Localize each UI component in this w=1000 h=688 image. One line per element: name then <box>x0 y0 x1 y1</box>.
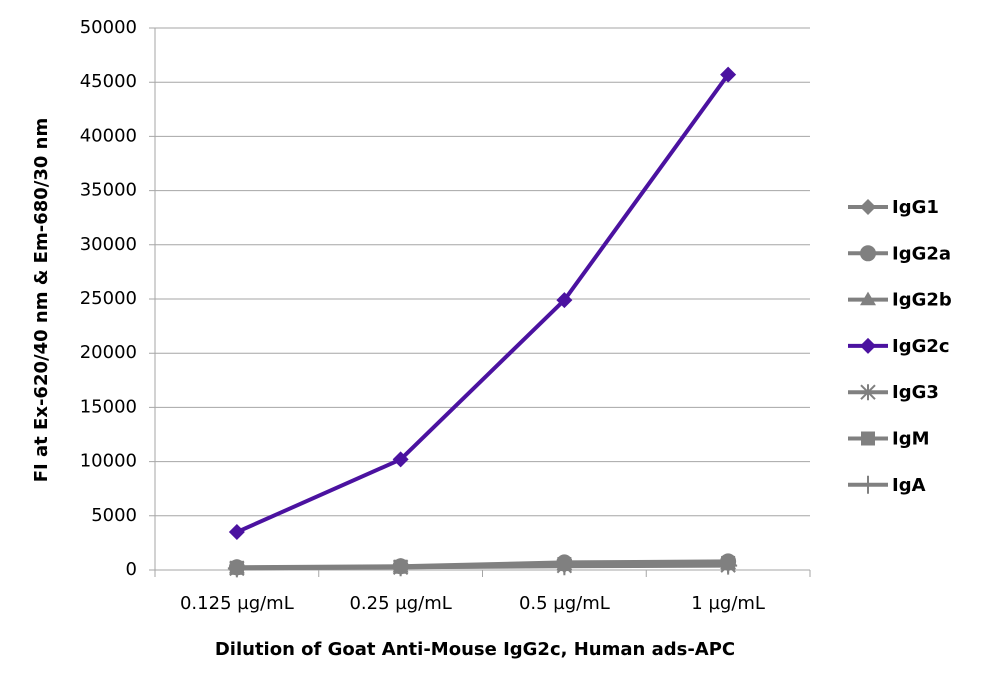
x-axis-label: Dilution of Goat Anti-Mouse IgG2c, Human… <box>215 639 735 660</box>
legend-label: IgA <box>892 475 926 496</box>
legend-label: IgM <box>892 429 930 450</box>
y-tick-label: 25000 <box>80 288 137 309</box>
marker <box>860 337 876 354</box>
marker <box>720 66 737 83</box>
legend-label: IgG2a <box>892 243 951 264</box>
legend-label: IgG2b <box>892 290 952 311</box>
y-tick-label: 15000 <box>80 396 137 417</box>
marker <box>391 558 410 577</box>
x-tick-label: 0.25 µg/mL <box>349 593 451 614</box>
marker <box>719 556 738 575</box>
marker <box>860 291 876 306</box>
marker <box>392 451 409 468</box>
y-tick-label: 0 <box>126 559 137 580</box>
series-line <box>236 563 729 571</box>
marker <box>860 199 876 215</box>
legend-label: IgG3 <box>892 382 939 403</box>
x-tick-label: 0.125 µg/mL <box>180 593 294 614</box>
legend-label: IgG1 <box>892 197 939 218</box>
marker <box>228 524 245 541</box>
marker <box>555 557 574 576</box>
y-axis-label: FI at Ex-620/40 nm & Em-680/30 nm <box>31 118 52 482</box>
y-tick-label: 50000 <box>80 17 137 38</box>
marker <box>859 475 877 494</box>
series-line <box>236 73 730 534</box>
x-tick-label: 1 µg/mL <box>691 593 765 614</box>
y-tick-label: 35000 <box>80 180 137 201</box>
marker <box>556 292 573 309</box>
marker <box>227 559 246 578</box>
y-tick-label: 10000 <box>80 451 137 472</box>
y-tick-label: 20000 <box>80 342 137 363</box>
x-tick-label: 0.5 µg/mL <box>519 593 610 614</box>
marker <box>861 431 875 446</box>
marker <box>860 245 876 262</box>
y-tick-label: 40000 <box>80 125 137 146</box>
y-tick-label: 5000 <box>91 505 137 526</box>
marker <box>860 384 876 401</box>
legend-label: IgG2c <box>892 336 950 357</box>
y-tick-label: 30000 <box>80 234 137 255</box>
y-tick-label: 45000 <box>80 71 137 92</box>
